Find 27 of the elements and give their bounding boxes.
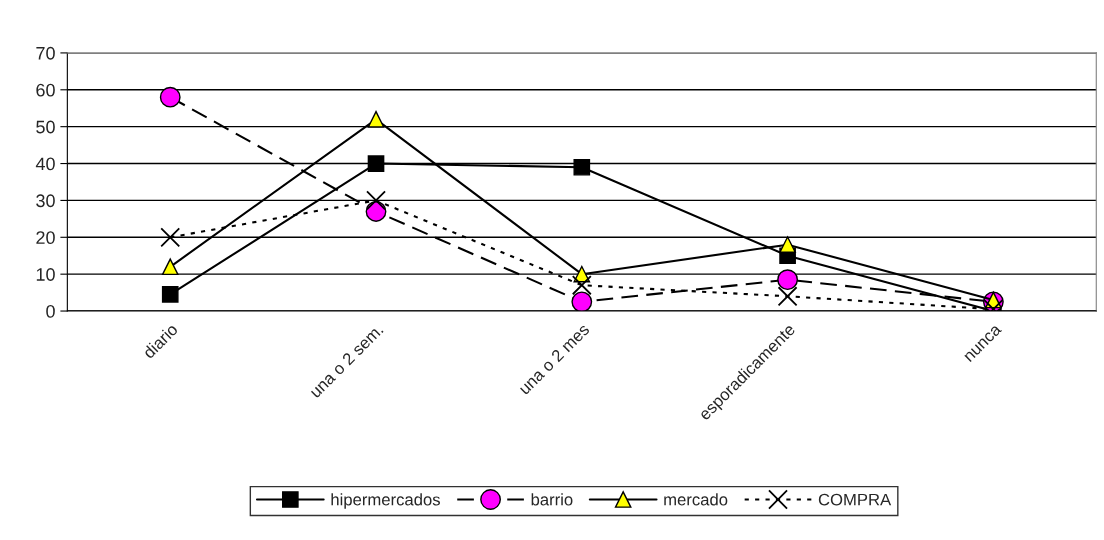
legend-label: mercado (664, 493, 728, 506)
y-tick-label: 10 (36, 268, 55, 281)
y-tick-label: 40 (35, 157, 55, 171)
y-tick-label: 20 (36, 231, 55, 245)
point (779, 236, 796, 254)
point (161, 286, 179, 303)
y-tick-label: 0 (46, 304, 55, 318)
point (161, 258, 179, 276)
point (571, 275, 592, 296)
y-tick-label: 70 (36, 46, 55, 60)
y-tick-label: 30 (36, 194, 55, 208)
point (777, 286, 798, 307)
point (573, 158, 591, 176)
point (367, 155, 385, 172)
legend-label: hipermercados (331, 493, 440, 509)
point (159, 86, 181, 108)
y-tick-label: 60 (36, 83, 55, 97)
legend-label: barrio (531, 493, 573, 506)
y-tick-label: 50 (36, 120, 55, 134)
point (367, 110, 385, 128)
point (366, 190, 386, 211)
x-tick-label: una o 2 mes (518, 322, 591, 395)
point (160, 227, 181, 248)
point (777, 269, 799, 291)
x-tick-label: una o 2 sem. (308, 323, 384, 399)
legend-label: COMPRA (818, 493, 892, 506)
point (571, 291, 593, 312)
